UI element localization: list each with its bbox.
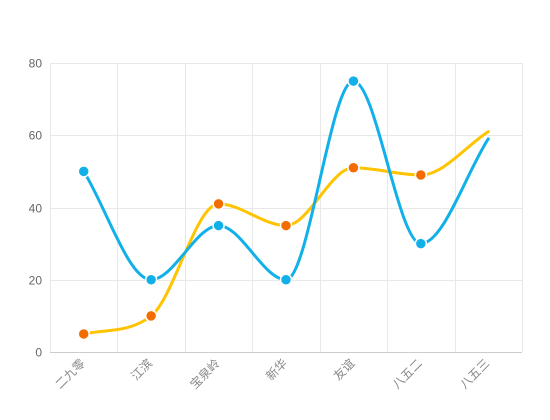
series-line-2 <box>82 79 490 282</box>
data-point-s2 <box>212 219 225 232</box>
data-point-s1 <box>347 161 360 175</box>
data-point-s2 <box>77 165 90 178</box>
x-tick-label: 友谊 <box>330 356 358 384</box>
y-tick-label: 80 <box>29 57 43 71</box>
x-tick-label: 江滨 <box>128 356 156 384</box>
data-point-s2 <box>144 273 158 286</box>
x-tick-label: 宝泉岭 <box>187 356 222 391</box>
series-lines <box>82 79 490 336</box>
data-point-s1 <box>212 197 225 211</box>
data-point-s1 <box>279 219 293 232</box>
data-point-s2 <box>279 273 293 286</box>
data-point-s1 <box>144 309 158 323</box>
x-tick-label: 八五二 <box>390 356 425 391</box>
y-tick-label: 60 <box>29 129 43 143</box>
data-point-s2 <box>414 237 428 250</box>
data-points <box>77 74 428 341</box>
x-tick-label: 八五三 <box>457 356 492 391</box>
series-line-1 <box>82 130 490 336</box>
x-tick-label: 新华 <box>263 356 291 384</box>
data-point-s1 <box>414 168 428 182</box>
data-point-s1 <box>77 327 90 341</box>
y-tick-label: 20 <box>29 274 43 288</box>
tick-labels: 0 20 40 60 80 二九零 江滨 宝泉岭 新华 友谊 八五二 八五三 <box>29 57 493 392</box>
y-tick-label: 40 <box>29 202 43 216</box>
data-point-s2 <box>347 74 360 88</box>
x-tick-label: 二九零 <box>52 356 87 391</box>
grid <box>50 63 523 352</box>
y-tick-label: 0 <box>35 346 42 360</box>
